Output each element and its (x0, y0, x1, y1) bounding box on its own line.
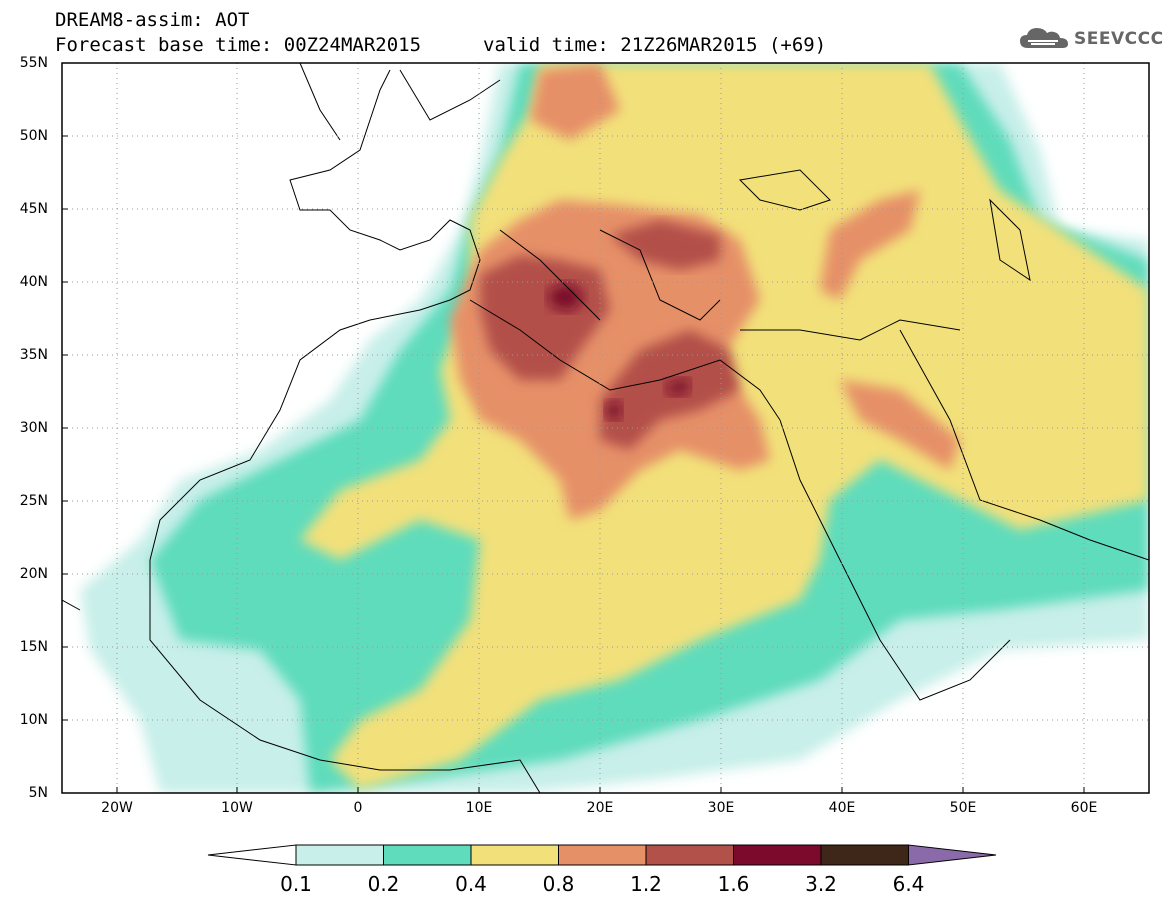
colorbar-label: 3.2 (805, 872, 837, 896)
lon-label: 10E (465, 800, 493, 816)
colorbar-seg (645, 844, 734, 866)
map-frame (61, 62, 1150, 794)
colorbar-label: 0.4 (455, 872, 487, 896)
lat-label: 35N (19, 347, 48, 363)
lat-label: 10N (19, 712, 48, 728)
colorbar-label: 0.1 (280, 872, 312, 896)
colorbar-under (207, 844, 297, 866)
coastlines (62, 63, 1149, 793)
colorbar-seg (820, 844, 909, 866)
lat-label: 25N (19, 493, 48, 509)
lon-label: 10W (221, 800, 253, 816)
axis-ticks (62, 62, 1085, 793)
valid-time: valid time: 21Z26MAR2015 (+69) (483, 34, 827, 56)
colorbar-seg (558, 844, 647, 866)
colorbar-seg (733, 844, 822, 866)
cloud-icon (1020, 28, 1068, 48)
lat-label: 20N (19, 566, 48, 582)
colorbar-seg (470, 844, 559, 866)
seevccc-logo: SEEVCCC (1018, 26, 1164, 52)
lat-label: 15N (19, 639, 48, 655)
aot-field (62, 63, 1149, 793)
map-title: DREAM8-assim: AOT (55, 9, 250, 31)
lat-label: 30N (19, 420, 48, 436)
lon-label: 20W (101, 800, 133, 816)
lat-label: 55N (19, 55, 48, 71)
colorbar (207, 844, 997, 866)
colorbar-label: 0.8 (542, 872, 575, 896)
colorbar-label: 1.2 (630, 872, 662, 896)
lat-label: 45N (19, 201, 48, 217)
lon-label: 20E (586, 800, 614, 816)
lon-label: 50E (949, 800, 977, 816)
forecast-base-time: Forecast base time: 00Z24MAR2015 (55, 34, 422, 56)
graticule (62, 63, 1149, 793)
logo-text: SEEVCCC (1074, 29, 1164, 49)
colorbar-over (908, 844, 997, 866)
lon-label: 60E (1070, 800, 1098, 816)
aot-band-1.2 (480, 255, 610, 380)
colorbar-label: 6.4 (892, 872, 925, 896)
lon-label: 40E (828, 800, 856, 816)
lat-label: 50N (19, 128, 48, 144)
aot-band-1.6 (548, 282, 585, 312)
lat-label: 40N (19, 274, 48, 290)
colorbar-seg (383, 844, 472, 866)
colorbar-seg (295, 844, 384, 866)
colorbar-label: 1.6 (717, 872, 750, 896)
lon-label: 0 (353, 800, 363, 816)
lat-label: 5N (28, 785, 48, 801)
colorbar-label: 0.2 (367, 872, 400, 896)
lon-label: 30E (707, 800, 735, 816)
